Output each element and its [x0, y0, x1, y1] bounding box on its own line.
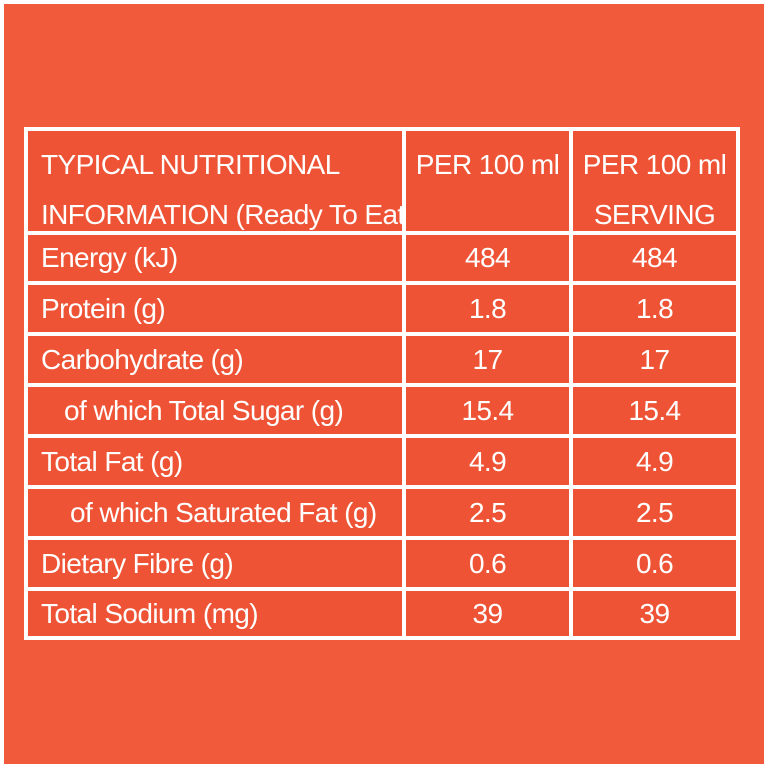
table-row-value: 15.4 — [628, 394, 681, 426]
header-per100-line1: PER 100 ml — [415, 149, 560, 180]
table-row-label: of which Total Sugar (g) — [64, 394, 344, 426]
row-serving-total-sugar: 15.4 — [573, 387, 736, 434]
table-row-label: Total Fat (g) — [41, 445, 183, 477]
table-row-value: 484 — [465, 242, 511, 273]
header-serving-cell: PER 100 ml SERVING — [573, 131, 736, 231]
table-row-label: of which Saturated Fat (g) — [70, 496, 377, 528]
row-label-protein: Protein (g) — [28, 285, 402, 332]
header-label-line1: TYPICAL NUTRITIONAL — [41, 149, 340, 180]
row-label-energy: Energy (kJ) — [28, 235, 402, 281]
header-label-line2: INFORMATION (Ready To Eat) — [41, 199, 414, 230]
row-per100-total-fat: 4.9 — [406, 438, 569, 485]
row-per100-saturated-fat: 2.5 — [406, 489, 569, 536]
table-row-value: 17 — [639, 343, 671, 375]
table-row-label: Protein (g) — [41, 292, 166, 324]
row-label-dietary-fibre: Dietary Fibre (g) — [28, 540, 402, 587]
row-serving-energy: 484 — [573, 235, 736, 281]
header-label-cell: TYPICAL NUTRITIONAL INFORMATION (Ready T… — [28, 131, 414, 231]
row-label-carbohydrate: Carbohydrate (g) — [28, 336, 402, 383]
table-row-value: 4.9 — [468, 445, 507, 477]
row-per100-carbohydrate: 17 — [406, 336, 569, 383]
row-per100-total-sugar: 15.4 — [406, 387, 569, 434]
table-row-value: 0.6 — [635, 547, 674, 579]
table-row-value: 2.5 — [468, 496, 507, 528]
row-per100-dietary-fibre: 0.6 — [406, 540, 569, 587]
row-per100-energy: 484 — [406, 235, 569, 281]
table-row-label: Total Sodium (mg) — [41, 597, 259, 629]
table-row-value: 1.8 — [468, 292, 507, 324]
row-serving-dietary-fibre: 0.6 — [573, 540, 736, 587]
row-serving-protein: 1.8 — [573, 285, 736, 332]
row-per100-protein: 1.8 — [406, 285, 569, 332]
table-row-label: Carbohydrate (g) — [41, 343, 244, 375]
table-row-value: 1.8 — [635, 292, 674, 324]
table-row-value: 484 — [632, 242, 678, 273]
row-per100-total-sodium: 39 — [406, 591, 569, 636]
row-serving-saturated-fat: 2.5 — [573, 489, 736, 536]
table-row-label: Energy (kJ) — [41, 242, 178, 273]
table-row-value: 17 — [472, 343, 504, 375]
header-serving-line2: SERVING — [593, 199, 716, 230]
header-per100-cell: PER 100 ml — [406, 131, 569, 231]
table-row-value: 39 — [472, 597, 504, 629]
row-label-saturated-fat: of which Saturated Fat (g) — [28, 489, 402, 536]
row-label-total-sugar: of which Total Sugar (g) — [28, 387, 402, 434]
table-row-value: 4.9 — [635, 445, 674, 477]
table-row-value: 2.5 — [635, 496, 674, 528]
row-serving-carbohydrate: 17 — [573, 336, 736, 383]
table-row-value: 39 — [639, 597, 671, 629]
header-serving-line1: PER 100 ml — [582, 149, 727, 180]
row-label-total-sodium: Total Sodium (mg) — [28, 591, 402, 636]
row-label-total-fat: Total Fat (g) — [28, 438, 402, 485]
table-row-label: Dietary Fibre (g) — [41, 547, 234, 579]
row-serving-total-sodium: 39 — [573, 591, 736, 636]
row-serving-total-fat: 4.9 — [573, 438, 736, 485]
table-row-value: 0.6 — [468, 547, 507, 579]
nutrition-table: TYPICAL NUTRITIONAL INFORMATION (Ready T… — [24, 127, 740, 640]
table-row-value: 15.4 — [461, 394, 514, 426]
